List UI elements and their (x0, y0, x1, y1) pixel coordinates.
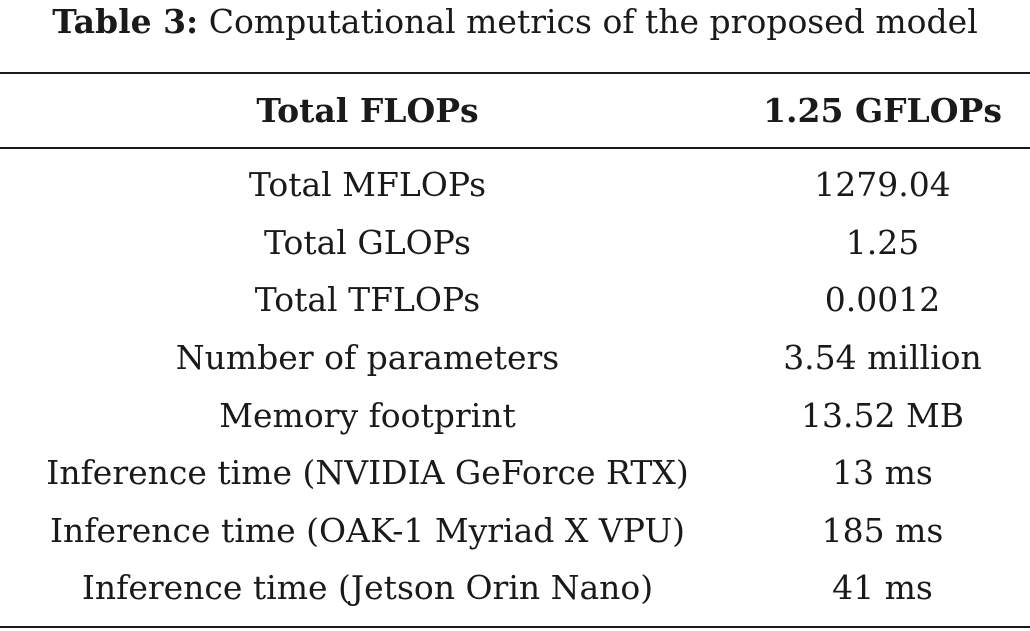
row-value: 3.54 million (783, 338, 982, 378)
row-metric: Memory footprint (219, 395, 516, 435)
row-value: 1.25 (845, 222, 920, 262)
table-row: Total GLOPs 1.25 (0, 214, 1030, 272)
row-metric: Inference time (OAK-1 Myriad X VPU) (49, 510, 686, 550)
table-row: Inference time (OAK-1 Myriad X VPU) 185 … (0, 502, 1030, 560)
row-value: 1279.04 (814, 165, 951, 205)
row-metric: Total MFLOPs (248, 165, 487, 205)
row-value: 0.0012 (824, 280, 941, 320)
table-bottom-rule (0, 626, 1030, 628)
row-metric: Total GLOPs (264, 222, 471, 262)
table-row: Memory footprint 13.52 MB (0, 386, 1030, 444)
header-value: 1.25 GFLOPs (763, 91, 1002, 130)
header-metric: Total FLOPs (256, 91, 479, 130)
table-row: Total MFLOPs 1279.04 (0, 147, 1030, 214)
row-metric: Total TFLOPs (254, 280, 481, 320)
table-caption-label: Table 3: (52, 2, 199, 41)
row-value: 185 ms (821, 510, 944, 550)
table-row: Total TFLOPs 0.0012 (0, 271, 1030, 329)
table-header-row: Total FLOPs 1.25 GFLOPs (0, 74, 1030, 147)
row-value: 13.52 MB (800, 395, 964, 435)
table-row: Number of parameters 3.54 million (0, 329, 1030, 387)
table-header-rule (0, 147, 1030, 149)
table-row: Inference time (NVIDIA GeForce RTX) 13 m… (0, 444, 1030, 502)
row-metric: Inference time (NVIDIA GeForce RTX) (46, 453, 689, 493)
row-value: 41 ms (832, 568, 933, 608)
row-metric: Inference time (Jetson Orin Nano) (81, 568, 654, 608)
table-caption: Table 3: Computational metrics of the pr… (0, 0, 1030, 44)
table-top-rule (0, 72, 1030, 74)
metrics-table: Total FLOPs 1.25 GFLOPs Total MFLOPs 127… (0, 74, 1030, 617)
table-caption-text: Computational metrics of the proposed mo… (208, 2, 978, 41)
row-metric: Number of parameters (175, 338, 560, 378)
table-row: Inference time (Jetson Orin Nano) 41 ms (0, 559, 1030, 617)
row-value: 13 ms (832, 453, 933, 493)
